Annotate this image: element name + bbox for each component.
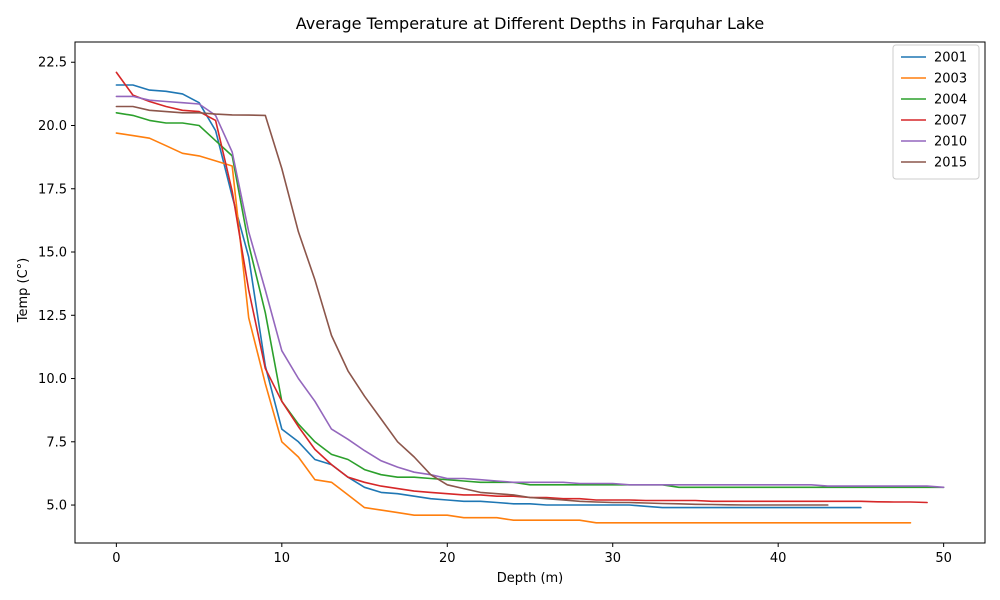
y-tick-label: 17.5 bbox=[38, 182, 67, 197]
y-tick-label: 22.5 bbox=[38, 56, 67, 71]
series-layer bbox=[115, 71, 945, 524]
x-tick-label: 10 bbox=[274, 551, 291, 566]
y-tick-label: 12.5 bbox=[38, 309, 67, 324]
x-tick-label: 0 bbox=[112, 551, 120, 566]
series-line-2003 bbox=[115, 132, 912, 524]
series-line-2010 bbox=[115, 95, 945, 489]
legend-label: 2010 bbox=[934, 135, 967, 150]
legend-label: 2001 bbox=[934, 51, 967, 66]
y-tick-label: 5.0 bbox=[46, 499, 67, 514]
x-axis: 0 10 20 30 40 50 bbox=[112, 543, 952, 566]
y-tick-label: 10.0 bbox=[38, 372, 67, 387]
y-axis-label: Temp (C°) bbox=[16, 258, 31, 324]
x-axis-label: Depth (m) bbox=[497, 571, 564, 586]
chart-title: Average Temperature at Different Depths … bbox=[296, 14, 764, 33]
legend-label: 2003 bbox=[934, 72, 967, 87]
series-line-2004 bbox=[115, 112, 945, 489]
x-tick-label: 50 bbox=[935, 551, 952, 566]
legend-label: 2004 bbox=[934, 93, 967, 108]
legend: 2001 2003 2004 2007 2010 2015 bbox=[892, 44, 980, 180]
series-line-2001 bbox=[115, 84, 862, 509]
y-tick-label: 7.5 bbox=[46, 435, 67, 450]
y-tick-label: 15.0 bbox=[38, 246, 67, 261]
x-tick-label: 30 bbox=[604, 551, 621, 566]
series-line-2015 bbox=[115, 105, 829, 506]
x-tick-label: 40 bbox=[770, 551, 787, 566]
legend-label: 2015 bbox=[934, 156, 967, 171]
plot-frame bbox=[74, 41, 986, 544]
legend-label: 2007 bbox=[934, 114, 967, 129]
plot-area: 0 10 20 30 40 50 5.0 7.5 10.0 12.5 15.0 17.5 20.0 22… bbox=[38, 41, 986, 566]
y-tick-label: 20.0 bbox=[38, 119, 67, 134]
y-axis: 5.0 7.5 10.0 12.5 15.0 17.5 20.0 22.5 bbox=[38, 56, 75, 514]
x-tick-label: 20 bbox=[439, 551, 456, 566]
